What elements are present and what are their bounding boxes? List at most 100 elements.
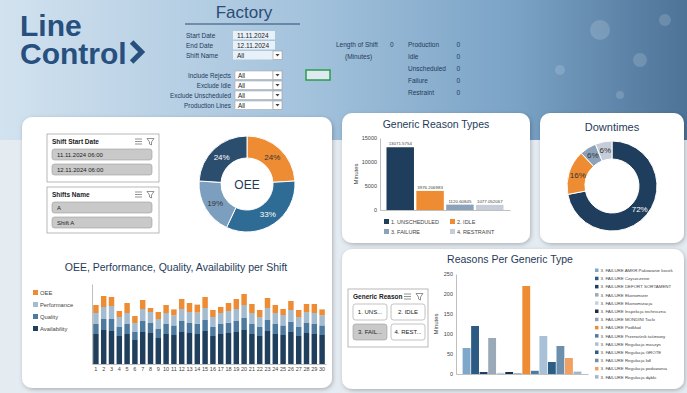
- slicer-item-label[interactable]: 1. UNS...: [358, 309, 383, 315]
- bar: [117, 327, 122, 336]
- bar: [249, 304, 254, 313]
- tick-label: 13: [186, 366, 192, 372]
- bar: [101, 296, 106, 307]
- bar: [312, 334, 317, 364]
- filter-label: Exclude Unscheduled: [170, 92, 231, 99]
- bar: [241, 318, 246, 330]
- total-value: 0: [456, 53, 460, 60]
- bar: [249, 324, 254, 334]
- slicer-icon[interactable]: [404, 299, 411, 300]
- tick: 9: [157, 364, 160, 372]
- total-value: 0: [456, 65, 460, 72]
- slicer-frame: [47, 134, 159, 182]
- tick: 2: [102, 364, 105, 372]
- slicer-item-label[interactable]: 11.11.2024 06:00: [57, 152, 103, 158]
- slicer-icon[interactable]: [135, 194, 142, 195]
- slicer-icon[interactable]: [135, 197, 142, 198]
- dropdown-button[interactable]: [273, 91, 282, 100]
- bar: [124, 334, 129, 364]
- slicer-item[interactable]: [353, 304, 387, 320]
- tick-label: 21: [249, 366, 255, 372]
- slicer-icon[interactable]: [135, 141, 142, 142]
- tick: 8: [149, 364, 152, 372]
- slicer-item[interactable]: [52, 149, 152, 160]
- bar: [124, 324, 129, 334]
- slicer-icon[interactable]: [404, 294, 411, 295]
- chart-title: OEE: [234, 178, 259, 192]
- tick: 23: [264, 364, 270, 372]
- logo-text: Control: [20, 37, 127, 70]
- slicer-icon[interactable]: [404, 296, 411, 297]
- slicer-item[interactable]: [52, 202, 152, 213]
- dropdown-arrow: [276, 94, 280, 97]
- legend-swatch: [595, 293, 599, 297]
- bar: [163, 334, 168, 364]
- slicer-item[interactable]: [353, 324, 387, 340]
- legend-label: 3. FAILURE: [391, 229, 420, 235]
- legend-label: 3. FAILURE Czyszczenie: [601, 276, 651, 281]
- bar: [156, 312, 161, 319]
- legend-label: 1. UNSCHEDULED: [391, 219, 439, 225]
- slicer-icon[interactable]: [416, 294, 423, 301]
- filter-value[interactable]: All: [238, 72, 245, 79]
- slicer-item-label[interactable]: 12.11.2024 06:00: [57, 167, 104, 173]
- bar: [304, 323, 309, 333]
- slicer-item[interactable]: [391, 324, 425, 340]
- bar: [257, 310, 262, 317]
- filter-box[interactable]: [235, 71, 273, 80]
- tick-label: 26: [288, 366, 294, 372]
- tick: 12: [179, 364, 185, 372]
- filter-label: Exclude Idle: [197, 82, 232, 89]
- tick-label: 200: [444, 291, 453, 297]
- axis-title: Minutes: [433, 313, 439, 334]
- slicer-item-label[interactable]: Shift A: [57, 220, 74, 226]
- filter-box[interactable]: [235, 101, 273, 110]
- bar: [218, 324, 223, 334]
- bar-chart: Reasons Per Generic Type050100150200250M…: [433, 253, 674, 380]
- y-axis: [92, 285, 93, 365]
- bar: [218, 313, 223, 324]
- slicer-icon[interactable]: [135, 144, 142, 145]
- tick: 22: [257, 364, 263, 372]
- filter-value[interactable]: All: [238, 102, 245, 109]
- legend-label: 3. FAILURE Regulacja maszyn: [601, 342, 662, 347]
- bar: [556, 346, 564, 374]
- slicer-item[interactable]: [391, 304, 425, 320]
- filter-box[interactable]: [235, 91, 273, 100]
- slicer-item-label[interactable]: 3. FAIL...: [358, 329, 382, 335]
- title-rule: [185, 24, 300, 25]
- slicer-item[interactable]: [52, 217, 152, 228]
- tick: 27: [296, 364, 302, 372]
- tick-label: 11: [171, 366, 177, 372]
- slicer-title: Shifts Name: [52, 191, 90, 198]
- slicer-item-label[interactable]: 2. IDLE: [398, 309, 418, 315]
- bar: [109, 306, 114, 319]
- dropdown-button[interactable]: [273, 71, 282, 80]
- data-label: 1077.052067: [477, 199, 503, 204]
- slicer-icon[interactable]: [147, 139, 154, 146]
- dropdown-button[interactable]: [273, 101, 282, 110]
- filter-value[interactable]: All: [238, 92, 245, 99]
- dropdown-button[interactable]: [273, 51, 282, 60]
- tick: 20: [241, 364, 247, 372]
- bar: [304, 333, 309, 364]
- slicer-icon[interactable]: [135, 139, 142, 140]
- chart-title: Downtimes: [585, 121, 640, 133]
- bar: [265, 298, 270, 308]
- slicer-item-label[interactable]: 4. REST...: [394, 329, 421, 335]
- tick-label: 0: [374, 207, 377, 213]
- slicer-icon[interactable]: [147, 192, 154, 199]
- bar: [195, 324, 200, 334]
- filter-box[interactable]: [235, 81, 273, 90]
- tick: 24: [272, 364, 278, 372]
- decoration: [616, 91, 624, 99]
- bar: [171, 325, 176, 335]
- dropdown-button[interactable]: [273, 81, 282, 90]
- filter-value[interactable]: All: [238, 82, 245, 89]
- slicer-item-label[interactable]: A: [57, 205, 61, 211]
- slicer-icon[interactable]: [135, 192, 142, 193]
- tick-label: 17: [218, 366, 224, 372]
- tick: 25: [280, 364, 286, 372]
- tick: 19: [233, 364, 239, 372]
- slicer-item[interactable]: [52, 164, 152, 175]
